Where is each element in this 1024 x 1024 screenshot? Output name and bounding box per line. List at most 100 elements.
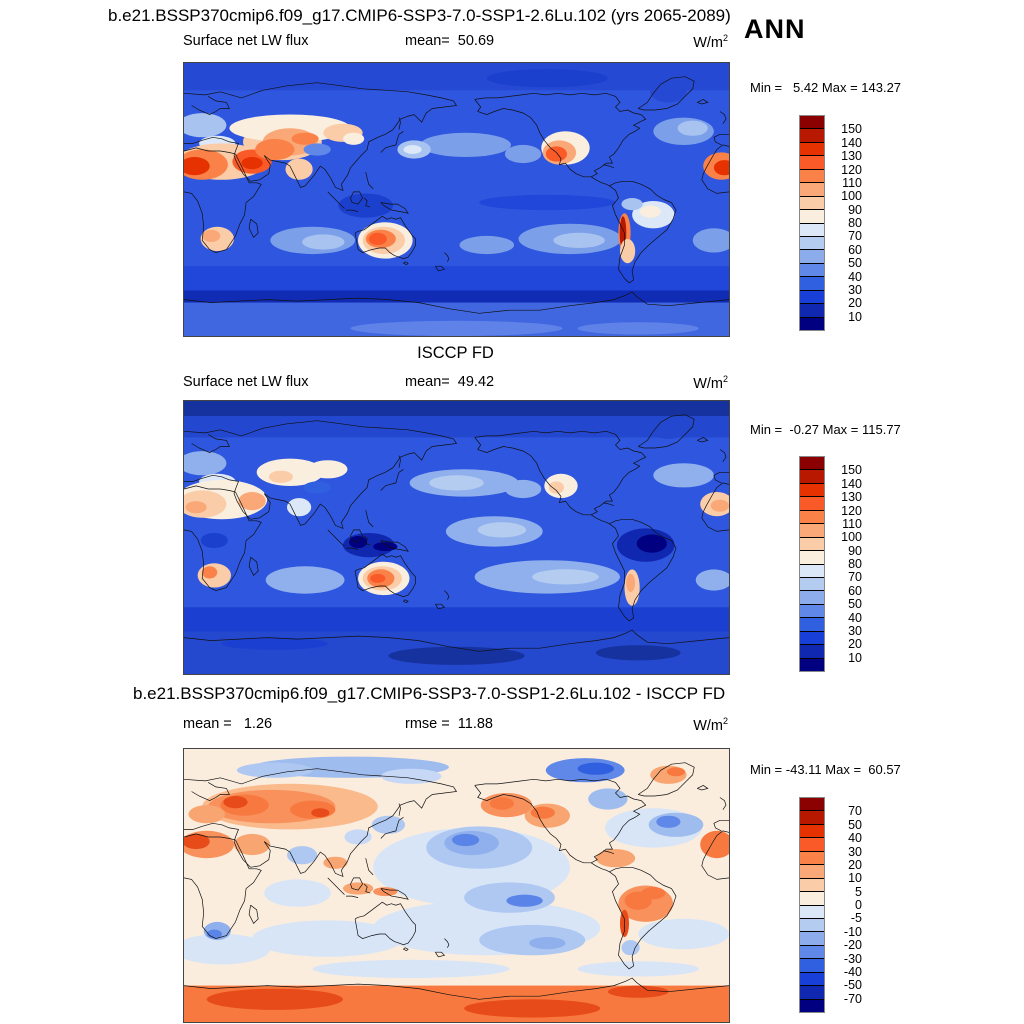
obs-variable-label: Surface net LW flux	[183, 374, 309, 390]
colorbar-segment	[800, 798, 824, 811]
colorbar-gradient	[799, 115, 825, 331]
colorbar-segment	[800, 644, 824, 658]
model-map-svg	[184, 63, 729, 336]
colorbar-tick-label: 120	[841, 162, 862, 177]
colorbar-segment	[800, 904, 824, 918]
colorbar-segment	[800, 289, 824, 304]
colorbar-tick-label: 10	[848, 650, 862, 665]
diff-panel-header: mean = 1.26 rmse = 11.88 W/m2	[183, 716, 728, 734]
colorbar-segment	[800, 550, 824, 564]
colorbar-segment	[800, 155, 824, 169]
obs-map	[183, 400, 730, 675]
colorbar-segment	[800, 469, 824, 483]
colorbar-tick-label: 20	[848, 857, 862, 872]
obs-panel-header: Surface net LW flux mean= 49.42 W/m2	[183, 374, 728, 392]
colorbar-tick-label: 130	[841, 489, 862, 504]
model-colorbar: 150 140 130 120 110 100 90 80 70 60 50 40 30 20 10	[799, 115, 890, 331]
colorbar-segment	[800, 617, 824, 631]
colorbar-segment	[800, 998, 824, 1012]
colorbar-tick-label: 20	[848, 637, 862, 651]
colorbar-tick-label: 50	[848, 596, 862, 611]
colorbar-tick-label: 110	[842, 175, 862, 190]
colorbar-segment	[800, 262, 824, 277]
colorbar-tick-label: -50	[843, 978, 862, 992]
main-title: b.e21.BSSP370cmip6.f09_g17.CMIP6-SSP3-7.…	[108, 6, 731, 25]
colorbar-segment	[800, 222, 824, 236]
colorbar-tick-label: 10	[848, 871, 862, 885]
colorbar-tick-label: 90	[848, 202, 862, 217]
colorbar-segment	[800, 810, 824, 824]
colorbar-tick-label: 40	[848, 269, 862, 284]
colorbar-segment	[800, 195, 824, 210]
colorbar-tick-label: 110	[842, 516, 862, 531]
diff-map-svg	[184, 749, 729, 1022]
diff-units-label: W/m2	[693, 716, 728, 734]
colorbar-segment	[800, 958, 824, 972]
colorbar-tick-label: 140	[841, 476, 862, 491]
colorbar-segment	[800, 850, 824, 865]
obs-mean-value: mean= 49.42	[405, 374, 495, 390]
colorbar-segment	[800, 182, 824, 196]
colorbar-tick-label: 5	[855, 884, 862, 899]
model-panel-header: Surface net LW flux mean= 50.69 W/m2	[183, 33, 728, 51]
colorbar-segment	[800, 657, 824, 671]
colorbar-segment	[800, 316, 824, 330]
colorbar-segment	[800, 141, 824, 156]
colorbar-tick-label: 40	[848, 830, 862, 845]
season-label: ANN	[744, 14, 806, 44]
colorbar-tick-label: 0	[855, 897, 862, 912]
colorbar-segment	[800, 509, 824, 524]
model-variable-label: Surface net LW flux	[183, 33, 309, 49]
colorbar-segment	[800, 917, 824, 932]
colorbar-segment	[800, 590, 824, 604]
model-minmax-label: Min = 5.42 Max = 143.27	[750, 80, 902, 95]
colorbar-segment	[800, 603, 824, 618]
obs-units-label: W/m2	[693, 374, 728, 392]
colorbar-segment	[800, 563, 824, 577]
colorbar-tick-label: 30	[848, 844, 862, 859]
colorbar-segment	[800, 276, 824, 290]
diff-minmax-label: Min = -43.11 Max = 60.57	[750, 762, 901, 777]
colorbar-segment	[800, 168, 824, 183]
colorbar-tick-label: -40	[843, 964, 862, 979]
colorbar-segment	[800, 837, 824, 851]
obs-minmax-label: Min = -0.27 Max = 115.77	[750, 422, 901, 437]
obs-map-svg	[184, 401, 729, 674]
colorbar-segment	[800, 496, 824, 510]
colorbar-segment	[800, 877, 824, 892]
colorbar-tick-label: -5	[850, 911, 862, 926]
colorbar-tick-label: 70	[848, 804, 862, 819]
colorbar-segment	[800, 249, 824, 263]
obs-colorbar: 150 140 130 120 110 100 90 80 70 60 50 40 30 20 10	[799, 456, 890, 672]
obs-title: ISCCP FD	[417, 344, 494, 362]
model-units-label: W/m2	[693, 33, 728, 51]
colorbar-segment	[800, 457, 824, 470]
diff-rmse-value: rmse = 11.88	[405, 716, 493, 732]
colorbar-tick-label: 50	[848, 817, 862, 832]
colorbar-segment	[800, 523, 824, 537]
colorbar-tick-label: 80	[848, 556, 862, 571]
colorbar-tick-label: 100	[841, 189, 862, 203]
colorbar-tick-label: -10	[843, 924, 862, 939]
colorbar-segment	[800, 482, 824, 497]
colorbar-tick-label: 100	[841, 530, 862, 544]
colorbar-tick-label: 60	[848, 583, 862, 598]
colorbar-tick-label: 80	[848, 215, 862, 230]
colorbar-tick-label: 30	[848, 282, 862, 297]
colorbar-segment	[800, 630, 824, 645]
colorbar-tick-label: -30	[843, 951, 862, 966]
colorbar-tick-label: -20	[843, 937, 862, 952]
colorbar-tick-label: 150	[841, 463, 862, 478]
colorbar-gradient	[799, 797, 825, 1013]
colorbar-tick-label: 60	[848, 242, 862, 257]
colorbar-tick-label: 40	[848, 610, 862, 625]
colorbar-tick-label: 10	[848, 309, 862, 324]
colorbar-tick-label: 50	[848, 255, 862, 270]
colorbar-segment	[800, 864, 824, 878]
diff-title: b.e21.BSSP370cmip6.f09_g17.CMIP6-SSP3-7.…	[133, 684, 726, 703]
colorbar-segment	[800, 576, 824, 591]
colorbar-segment	[800, 128, 824, 142]
colorbar-tick-label: 70	[848, 229, 862, 244]
colorbar-tick-label: 90	[848, 543, 862, 558]
diff-map	[183, 748, 730, 1023]
